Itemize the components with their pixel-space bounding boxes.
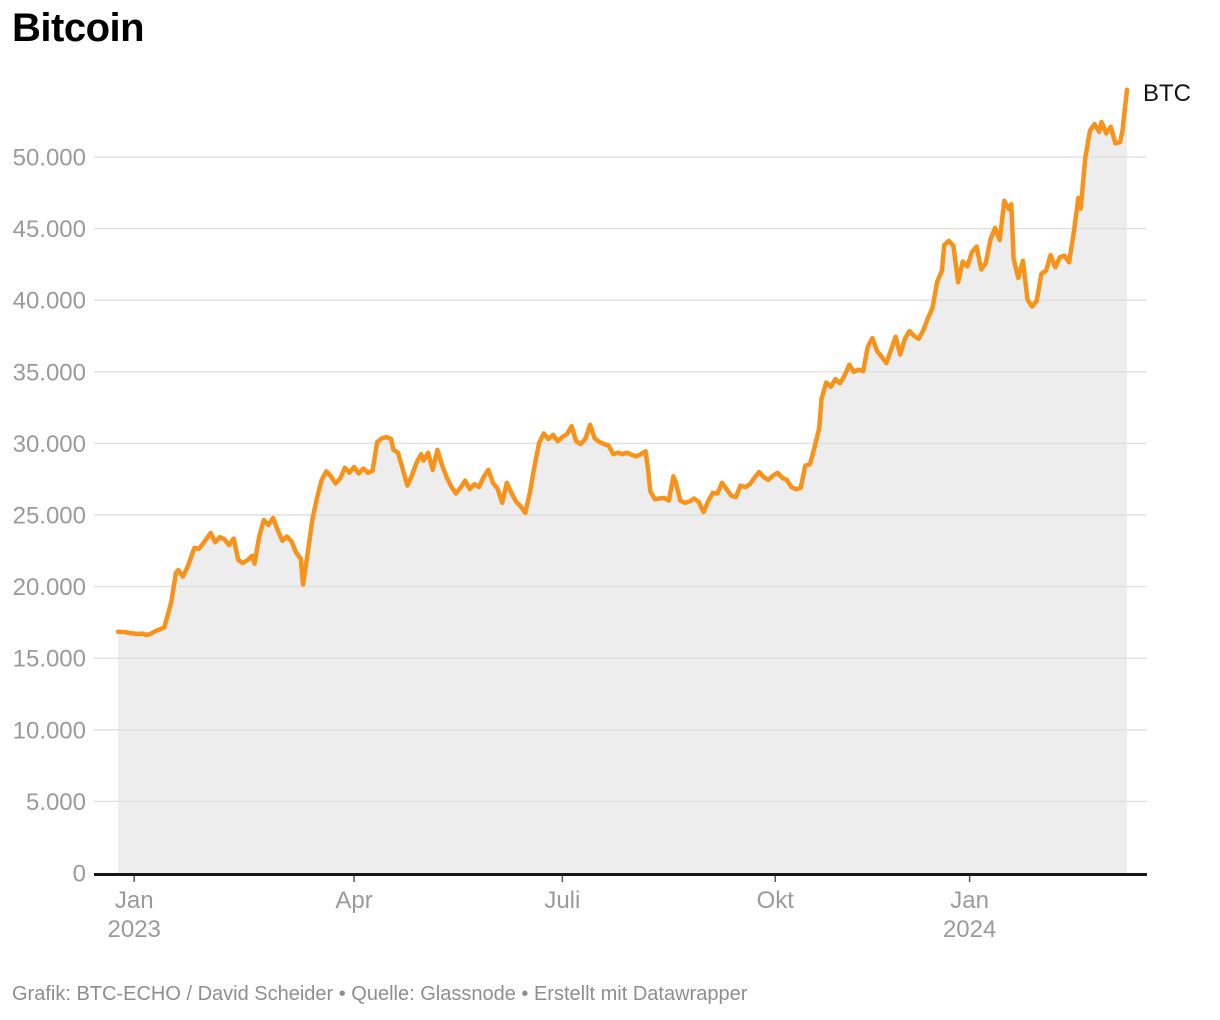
x-tick-label: Okt	[757, 887, 795, 914]
y-tick-label: 35.000	[13, 359, 86, 386]
btc-price-line	[115, 87, 1130, 638]
x-tick-year-label: 2024	[943, 916, 996, 943]
y-tick-label: 5.000	[26, 789, 86, 816]
btc-area	[118, 89, 1127, 873]
y-tick-label: 15.000	[13, 646, 86, 673]
y-tick-label: 20.000	[13, 574, 86, 601]
x-tick-label: Juli	[544, 887, 580, 914]
x-tick-label: Apr	[335, 887, 372, 914]
y-tick-label: 50.000	[13, 145, 86, 172]
y-tick-label: 45.000	[13, 216, 86, 243]
attribution-footer: Grafik: BTC-ECHO / David Scheider • Quel…	[12, 983, 748, 1005]
series-label-btc: BTC	[1143, 80, 1191, 107]
y-tick-label: 40.000	[13, 288, 86, 315]
x-tick-label: Jan	[115, 887, 154, 914]
series-line	[115, 87, 1130, 638]
x-tick-year-label: 2023	[108, 916, 161, 943]
y-tick-label: 10.000	[13, 717, 86, 744]
chart-title: Bitcoin	[12, 6, 145, 50]
y-tick-label: 30.000	[13, 431, 86, 458]
y-tick-label: 25.000	[13, 503, 86, 530]
y-axis-labels: 0 5.000 10.000 15.000 20.000 25.000 30.000 35.0…	[13, 145, 86, 888]
x-tick-label: Jan	[950, 887, 989, 914]
series-area-fill	[118, 89, 1127, 873]
y-gridlines	[94, 156, 1147, 803]
y-tick-label: 0	[73, 861, 86, 888]
